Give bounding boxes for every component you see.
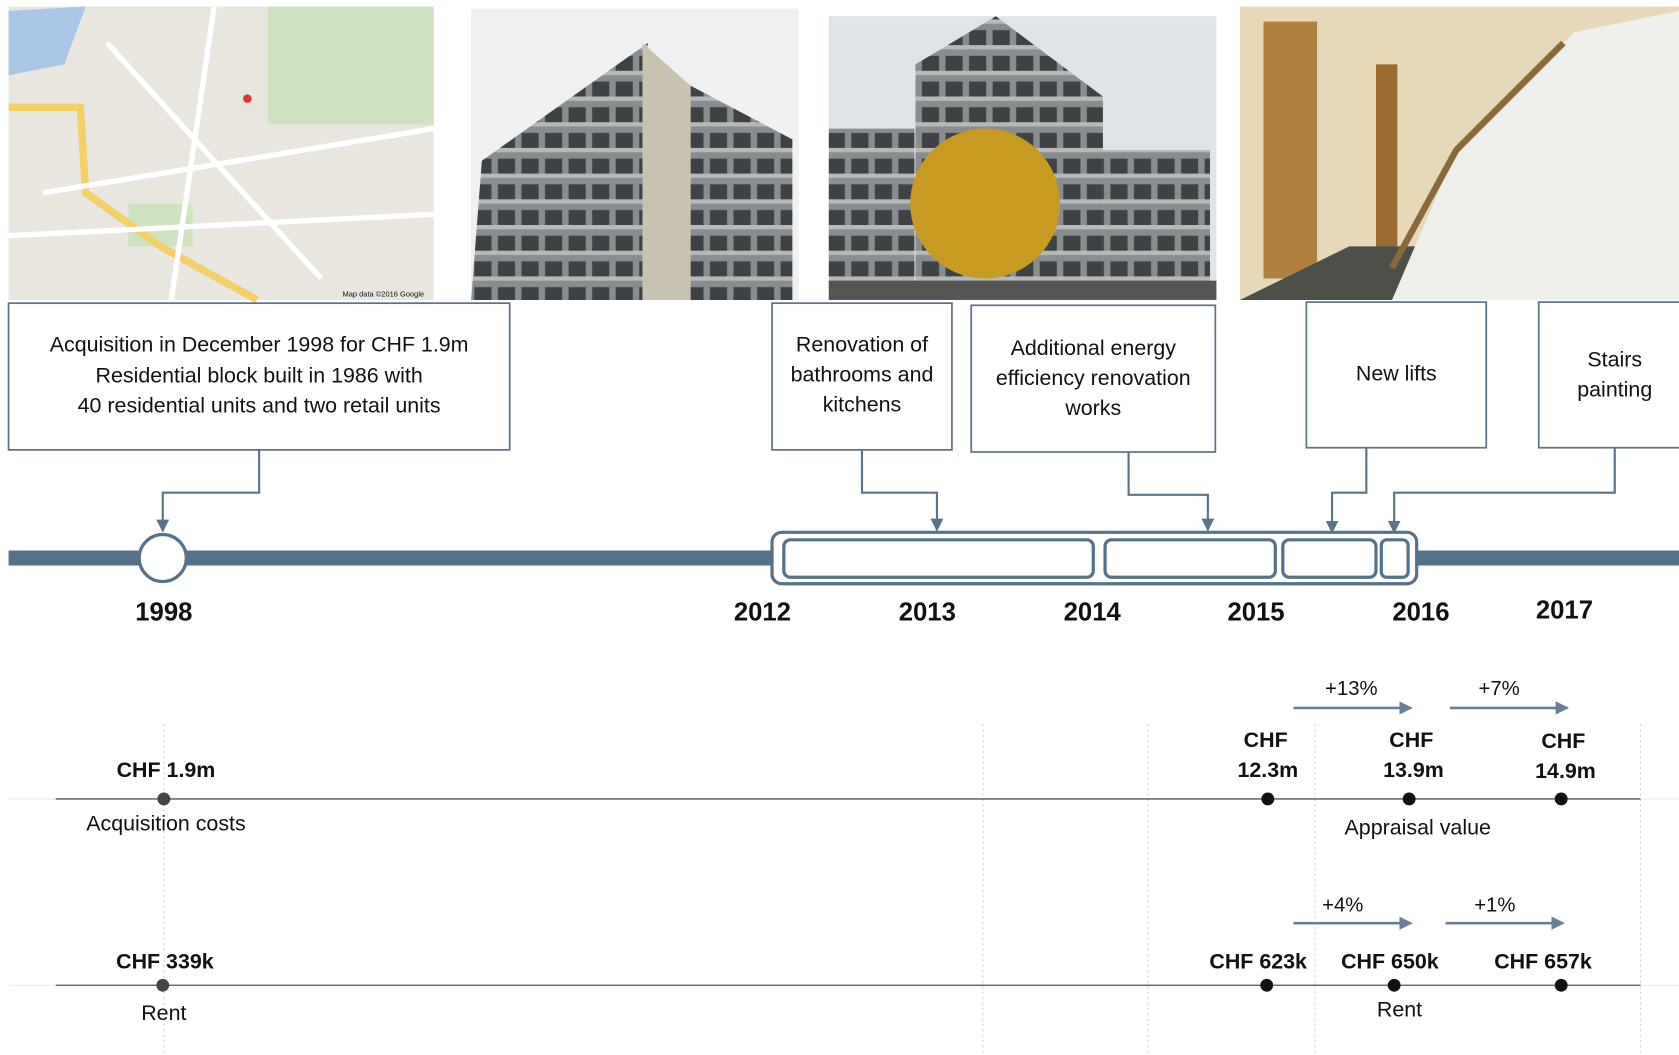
renovation-segment [1381,540,1408,577]
value-label: 13.9m [1383,758,1444,782]
year-label: 2012 [734,598,791,626]
building-photo [471,9,799,300]
value-dot [1555,793,1568,806]
value-label: CHF 650k [1341,949,1439,973]
value-label: 12.3m [1237,758,1298,782]
milestone-text: works [1064,396,1121,420]
connectors [163,448,1615,533]
change-label: +13% [1325,678,1378,700]
value-label: CHF [1541,729,1585,753]
milestone-text: Residential block built in 1986 with [96,364,423,388]
milestone-box [1539,302,1679,448]
change-label: +7% [1478,678,1519,700]
year-label: 2013 [899,598,956,626]
value-label: 14.9m [1535,759,1596,783]
milestone-text: New lifts [1356,362,1437,386]
value-dot [1388,979,1401,992]
value-label: CHF [1244,728,1288,752]
milestone-text: painting [1577,378,1652,402]
renovation-segment [1283,540,1376,577]
change-label: +4% [1322,894,1363,916]
renovation-segment [1105,540,1275,577]
row-label: Appraisal value [1345,816,1491,840]
year-label: 1998 [135,598,192,626]
milestone-text: Renovation of [796,333,928,357]
year-label: 2014 [1064,598,1122,626]
timeline-marker [139,534,186,581]
milestone-text: kitchens [823,393,902,417]
map-photo: Map data ©2016 Google [9,7,434,300]
row-label: Rent [141,1001,186,1025]
renovation-segment [784,540,1093,577]
value-label: CHF [1389,728,1433,752]
value-dot [156,979,169,992]
building-tree-photo [829,16,1217,300]
milestone-text: 40 residential units and two retail unit… [78,394,441,418]
milestone-text: Stairs [1587,348,1642,372]
value-label: CHF 657k [1494,949,1592,973]
value-dot [1403,793,1416,806]
year-label: 2015 [1227,598,1284,626]
milestone-text: efficiency renovation [996,366,1191,390]
value-label: CHF 339k [116,949,214,973]
milestone-text: Acquisition in December 1998 for CHF 1.9… [50,333,469,357]
infographic: Map data ©2016 Google Acquisition in Dec… [0,0,1679,1055]
milestone-text: bathrooms and [791,363,934,387]
row-label: Rent [1377,998,1422,1022]
year-label: 2016 [1392,598,1449,626]
change-label: +1% [1474,894,1515,916]
value-dot [1260,979,1273,992]
map-attribution: Map data ©2016 Google [343,290,425,299]
year-label: 2017 [1536,596,1593,624]
row-label: Acquisition costs [86,811,245,835]
value-dot [1261,793,1274,806]
value-dot [157,793,170,806]
stairwell-photo [1240,7,1679,300]
value-dot [1555,979,1568,992]
milestone-text: Additional energy [1011,336,1177,360]
value-label: CHF 1.9m [117,758,216,782]
value-label: CHF 623k [1209,949,1307,973]
